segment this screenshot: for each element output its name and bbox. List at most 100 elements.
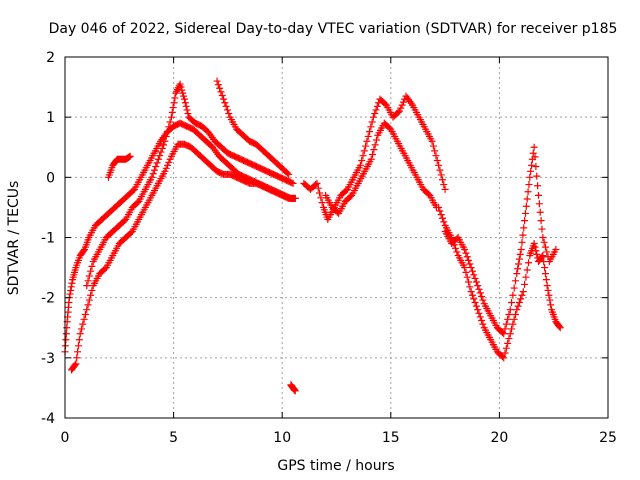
data-point <box>71 361 79 369</box>
data-point <box>541 270 549 278</box>
data-point <box>223 106 231 114</box>
data-point <box>88 286 96 294</box>
data-point <box>515 255 523 263</box>
data-point <box>289 179 297 187</box>
data-point <box>522 273 530 281</box>
data-point <box>222 102 230 110</box>
data-point <box>471 274 479 282</box>
data-point <box>318 199 326 207</box>
data-point <box>436 207 444 215</box>
y-tick-label: -4 <box>41 411 55 427</box>
data-point <box>519 231 527 239</box>
data-point <box>498 353 506 361</box>
data-point <box>528 161 536 169</box>
data-point <box>467 288 475 296</box>
data-point <box>221 99 229 107</box>
grid-lines <box>64 56 609 419</box>
data-point <box>369 113 377 121</box>
data-point <box>514 302 522 310</box>
data-point <box>180 92 188 100</box>
data-point <box>62 330 70 338</box>
data-point <box>537 217 545 225</box>
x-tick-label: 20 <box>490 430 508 446</box>
data-point <box>161 137 169 145</box>
data-point <box>431 147 439 155</box>
data-point <box>435 161 443 169</box>
x-tick-label: 15 <box>382 430 400 446</box>
data-point <box>531 243 539 251</box>
data-point <box>313 179 321 187</box>
data-point <box>508 298 516 306</box>
data-point <box>471 298 479 306</box>
data-point <box>367 155 375 163</box>
y-tick-label: 2 <box>46 50 55 66</box>
data-point <box>525 181 533 189</box>
data-point <box>367 123 375 131</box>
data-point <box>516 250 524 258</box>
data-point <box>476 289 484 297</box>
data-point <box>164 128 172 136</box>
x-tick-label: 5 <box>169 430 178 446</box>
data-point <box>514 265 522 273</box>
data-point <box>470 271 478 279</box>
data-point <box>475 285 483 293</box>
data-point <box>178 86 186 94</box>
y-axis-label: SDTVAR / TECUs <box>6 181 22 296</box>
data-point <box>474 306 482 314</box>
data-point <box>461 246 469 254</box>
data-point <box>346 193 354 201</box>
data-points <box>61 77 564 395</box>
data-point <box>441 185 449 193</box>
data-point <box>80 247 88 255</box>
data-point <box>63 324 71 332</box>
data-point <box>372 136 380 144</box>
data-point <box>180 95 188 103</box>
data-point <box>62 336 70 344</box>
data-point <box>467 264 475 272</box>
data-point <box>552 246 560 254</box>
data-point <box>534 182 542 190</box>
data-point <box>453 248 461 256</box>
data-point <box>74 348 82 356</box>
data-point <box>72 360 80 368</box>
data-point <box>556 324 564 332</box>
data-point <box>539 234 547 241</box>
data-point <box>360 147 368 155</box>
data-point <box>428 137 436 145</box>
data-point <box>148 173 156 181</box>
data-point <box>368 118 376 126</box>
data-point <box>182 102 190 110</box>
data-point <box>220 95 228 103</box>
data-point <box>74 342 82 350</box>
data-point <box>85 296 93 304</box>
data-point <box>522 202 530 210</box>
data-point <box>529 149 537 157</box>
data-point <box>80 315 88 323</box>
data-point <box>498 329 506 337</box>
data-point <box>179 89 187 97</box>
data-point <box>85 272 93 280</box>
data-point <box>515 298 523 306</box>
data-point <box>547 301 555 309</box>
data-point <box>101 265 109 273</box>
data-point <box>425 190 433 198</box>
data-point <box>513 270 521 278</box>
series-main-b <box>68 140 299 374</box>
data-point <box>81 311 89 319</box>
data-point <box>125 153 133 161</box>
series-isolated-low <box>287 381 299 395</box>
data-point <box>181 99 189 107</box>
data-point <box>541 243 549 251</box>
data-point <box>288 179 296 187</box>
data-point <box>152 163 160 171</box>
data-point <box>521 280 529 288</box>
data-point <box>440 218 448 226</box>
data-point <box>373 102 381 110</box>
data-point <box>545 291 553 299</box>
data-point <box>540 238 548 246</box>
series-evening-b <box>441 143 560 338</box>
data-point <box>363 137 371 145</box>
chart-title: Day 046 of 2022, Sidereal Day-to-day VTE… <box>49 21 618 37</box>
data-point <box>395 107 403 115</box>
data-point <box>127 229 135 237</box>
